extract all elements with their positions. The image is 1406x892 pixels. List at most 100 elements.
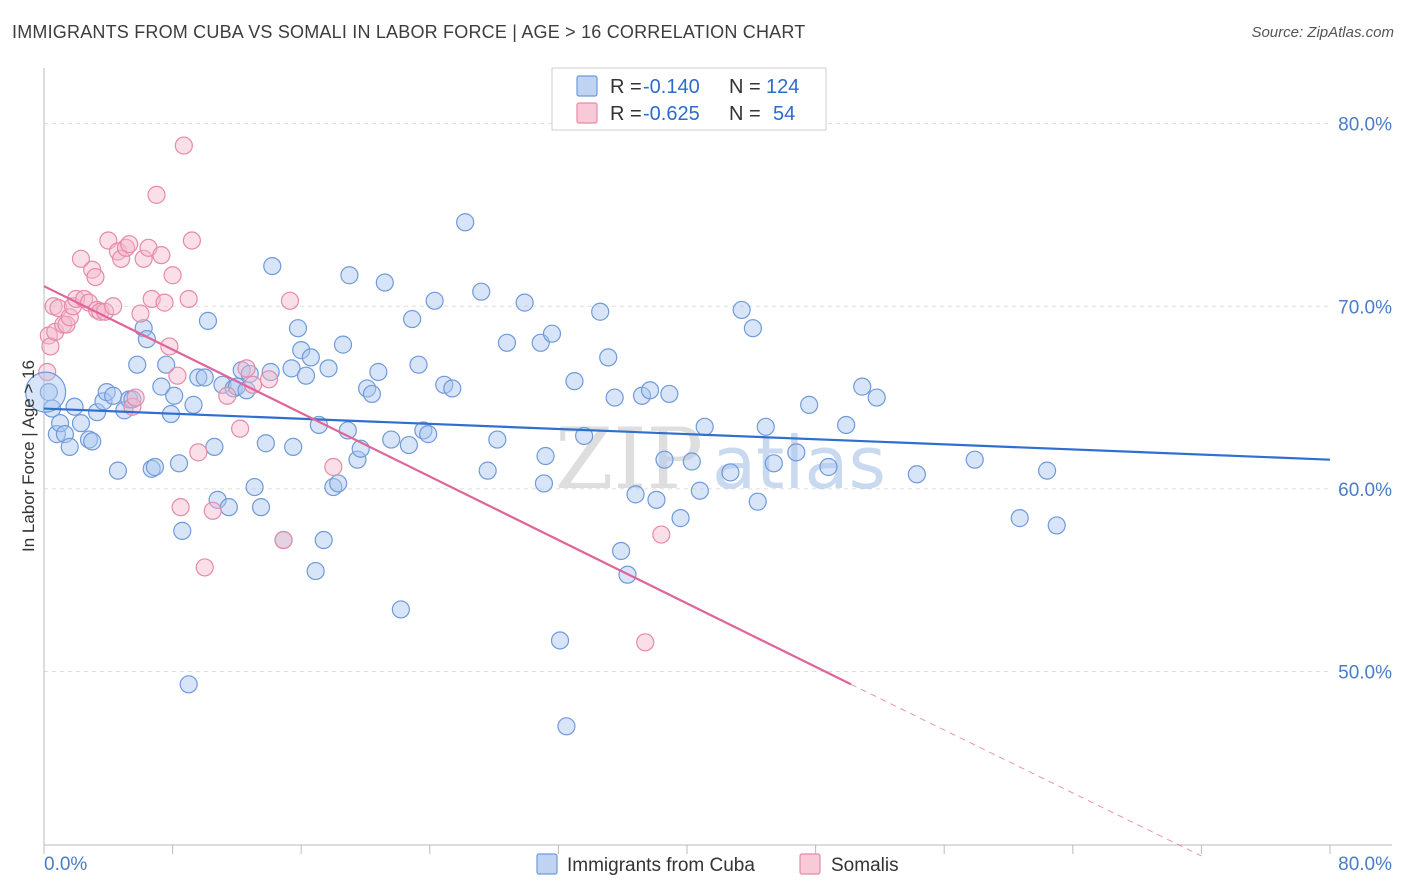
somali-point: [152, 246, 171, 265]
y-tick-label: 50.0%: [1338, 663, 1392, 684]
somali-point: [112, 249, 131, 268]
cuba-point: [626, 485, 645, 504]
cuba-point: [565, 372, 584, 391]
legend-box: R = -0.140 N = 124 R = -0.625 N = 54: [551, 67, 827, 131]
cuba-point: [301, 348, 320, 367]
cuba-point: [128, 355, 147, 374]
cuba-point: [425, 291, 444, 310]
cuba-point: [497, 333, 517, 352]
series-legend: Immigrants from Cuba Somalis: [536, 853, 899, 876]
cuba-point: [605, 388, 624, 407]
cuba-point: [382, 430, 401, 449]
y-tick-label: 70.0%: [1338, 297, 1392, 318]
somali-point: [163, 266, 182, 285]
cuba-point: [108, 461, 128, 480]
cuba-point: [169, 454, 189, 473]
cuba-point: [611, 541, 631, 561]
cuba-point: [369, 362, 388, 382]
somali-point: [134, 249, 153, 268]
cuba-point: [333, 335, 353, 354]
cuba-point: [284, 437, 303, 456]
somali-point: [195, 558, 214, 577]
somali-point: [652, 525, 671, 544]
cuba-point: [145, 457, 165, 477]
cuba-point: [682, 452, 701, 471]
cuba-point: [319, 359, 338, 378]
cuba-point: [195, 368, 214, 387]
legend-n-value-somali: 54: [773, 103, 795, 125]
cuba-point: [478, 461, 497, 480]
legend-r-value-somali: -0.625: [643, 103, 700, 125]
cuba-point: [534, 474, 554, 493]
series-legend-swatch-somali: [799, 853, 821, 875]
somali-point: [147, 185, 166, 204]
somali-point: [280, 291, 300, 310]
cuba-point: [800, 395, 819, 414]
cuba-point: [79, 430, 99, 449]
legend-swatch-somali: [576, 102, 598, 124]
somali-point: [179, 289, 198, 309]
somali-point: [274, 530, 293, 550]
cuba-point: [647, 490, 666, 509]
cuba-point: [179, 675, 198, 694]
trend-lines: [43, 285, 1331, 857]
cuba-point: [756, 417, 775, 436]
data-points: [25, 136, 1066, 736]
somali-point: [171, 498, 190, 517]
cuba-point: [251, 498, 271, 517]
cuba-point: [306, 561, 325, 581]
cuba-point: [263, 256, 282, 276]
somali-point: [237, 359, 256, 378]
cuba-point: [419, 425, 438, 444]
cuba-point: [640, 381, 660, 400]
series-legend-swatch-cuba: [536, 853, 558, 875]
cuba-point: [557, 717, 576, 736]
somali-point: [104, 297, 123, 316]
cuba-point: [213, 375, 232, 394]
cuba-point: [340, 266, 359, 285]
x-tick-label: 80.0%: [1338, 854, 1392, 875]
cuba-point: [157, 355, 176, 374]
somali-point: [160, 337, 179, 356]
cuba-point: [65, 397, 84, 416]
cuba-point: [198, 311, 218, 330]
cuba-point: [104, 386, 123, 405]
cuba-point: [837, 415, 856, 435]
cuba-point: [375, 273, 394, 292]
cuba-point: [695, 417, 714, 436]
cuba-point: [1047, 516, 1066, 535]
somali-point: [120, 235, 139, 254]
cuba-point: [1037, 461, 1057, 480]
somali-trend-extension: [850, 683, 1202, 857]
cuba-point: [189, 368, 208, 387]
somali-point: [259, 370, 279, 389]
cuba-point: [748, 492, 767, 511]
cuba-point: [403, 309, 422, 329]
cuba-point: [123, 390, 142, 409]
somali-point: [174, 136, 193, 155]
chart-title: IMMIGRANTS FROM CUBA VS SOMALI IN LABOR …: [12, 22, 806, 42]
legend-r-label: R =: [610, 103, 642, 125]
cuba-point: [292, 341, 311, 360]
cuba-point: [173, 521, 192, 540]
cuba-point: [205, 437, 224, 456]
cuba-point: [853, 377, 872, 396]
y-tick-label: 60.0%: [1338, 480, 1392, 501]
somali-point: [41, 337, 60, 356]
cuba-point: [83, 432, 102, 451]
cuba-point: [348, 450, 367, 469]
somali-point: [168, 366, 187, 385]
axes: [43, 68, 1392, 846]
cuba-trend-line: [43, 407, 1331, 461]
cuba-point: [655, 450, 674, 469]
cuba-point: [184, 395, 203, 414]
cuba-point: [358, 379, 377, 398]
cuba-point: [50, 414, 70, 433]
cuba-point: [71, 414, 91, 433]
cuba-point: [764, 454, 783, 473]
cuba-point: [907, 465, 926, 484]
cuba-point: [443, 379, 462, 398]
cuba-point: [165, 386, 184, 405]
cuba-point: [690, 481, 709, 500]
